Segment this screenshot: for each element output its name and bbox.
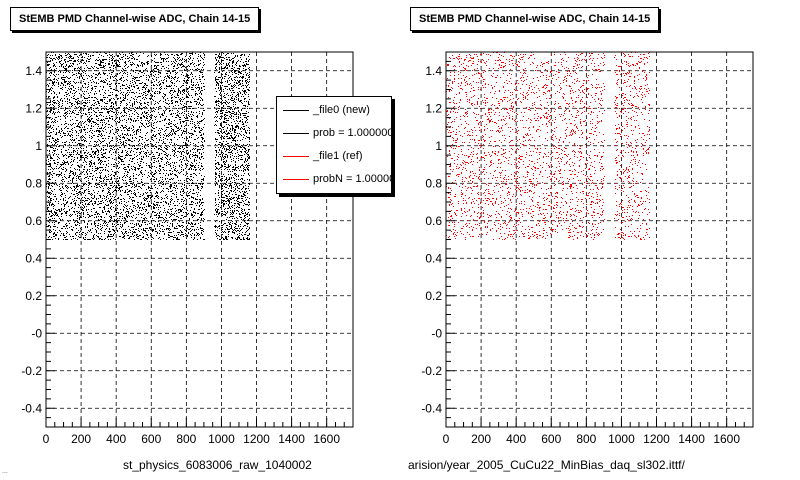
x-tick-label: 1400 — [278, 432, 305, 446]
legend-swatch — [283, 155, 309, 157]
y-tick-label: 1.4 — [25, 64, 42, 78]
legend-label: _file0 (new) — [313, 104, 370, 116]
x-tick-label: 200 — [471, 432, 491, 446]
y-tick-label: -0.2 — [421, 364, 442, 378]
left-scatter-plot: 0 200 400 600 800 1000 1200 1400 1600 -0.4 -0.2 -0 0… — [21, 51, 354, 446]
right-scatter-plot: 0 200 400 600 800 1000 1200 1400 1600 -0.4 -0.2 -0 0… — [421, 51, 754, 446]
legend-label: prob = 1.000000 — [313, 127, 392, 139]
left-plot-title: StEMB PMD Channel-wise ADC, Chain 14-15 — [10, 7, 260, 31]
left-x-axis-title: st_physics_6083006_raw_1040002 — [123, 458, 312, 472]
y-tick-label: -0.4 — [421, 401, 442, 415]
legend-entry: _file0 (new) — [277, 100, 391, 120]
y-tick-label: 1 — [435, 139, 442, 153]
y-tick-label: 1 — [35, 139, 42, 153]
legend-entry: prob = 1.000000 — [277, 123, 392, 143]
y-tick-label: 0.4 — [25, 251, 42, 265]
legend-entry: _file1 (ref) — [277, 146, 391, 166]
x-tick-label: 800 — [576, 432, 596, 446]
x-tick-label: 1600 — [713, 432, 740, 446]
y-tick-label: -0 — [431, 326, 442, 340]
legend-swatch — [283, 132, 309, 134]
x-tick-label: 600 — [541, 432, 561, 446]
x-tick-label: 400 — [506, 432, 526, 446]
legend-swatch — [283, 109, 309, 111]
right-plot-title: StEMB PMD Channel-wise ADC, Chain 14-15 — [410, 7, 660, 31]
y-tick-label: 0.2 — [25, 289, 42, 303]
x-tick-label: 1400 — [678, 432, 705, 446]
x-tick-label: 0 — [443, 432, 450, 446]
x-tick-label: 1200 — [243, 432, 270, 446]
y-tick-label: 0.8 — [25, 176, 42, 190]
x-tick-label: 0 — [43, 432, 50, 446]
legend-swatch — [283, 178, 309, 180]
y-tick-label: 0.6 — [425, 214, 442, 228]
x-tick-label: 400 — [106, 432, 126, 446]
x-tick-label: 800 — [176, 432, 196, 446]
y-tick-label: -0.2 — [21, 364, 42, 378]
y-tick-label: 0.4 — [425, 251, 442, 265]
y-tick-label: 0.2 — [425, 289, 442, 303]
y-tick-label: 1.2 — [25, 101, 42, 115]
legend: _file0 (new) prob = 1.000000 _file1 (ref… — [276, 96, 392, 194]
x-tick-label: 1200 — [643, 432, 670, 446]
y-tick-label: 1.4 — [425, 64, 442, 78]
y-tick-label: 1.2 — [425, 101, 442, 115]
legend-label: _file1 (ref) — [313, 150, 363, 162]
legend-entry: probN = 1.000000 — [277, 169, 391, 189]
y-tick-label: -0 — [31, 326, 42, 340]
data-points-new — [46, 52, 250, 240]
x-tick-label: 600 — [141, 432, 161, 446]
legend-label: probN = 1.000000 — [313, 173, 391, 185]
x-tick-label: 200 — [71, 432, 91, 446]
y-tick-label: 0.8 — [425, 176, 442, 190]
y-tick-label: -0.4 — [21, 401, 42, 415]
data-points-ref — [446, 52, 650, 240]
x-tick-label: 1000 — [608, 432, 635, 446]
x-tick-label: 1600 — [313, 432, 340, 446]
footer-text: ... — [2, 468, 8, 475]
right-x-axis-title: arision/year_2005_CuCu22_MinBias_daq_sl3… — [408, 458, 685, 472]
plot-area — [446, 52, 753, 427]
y-tick-label: 0.6 — [25, 214, 42, 228]
x-tick-label: 1000 — [208, 432, 235, 446]
